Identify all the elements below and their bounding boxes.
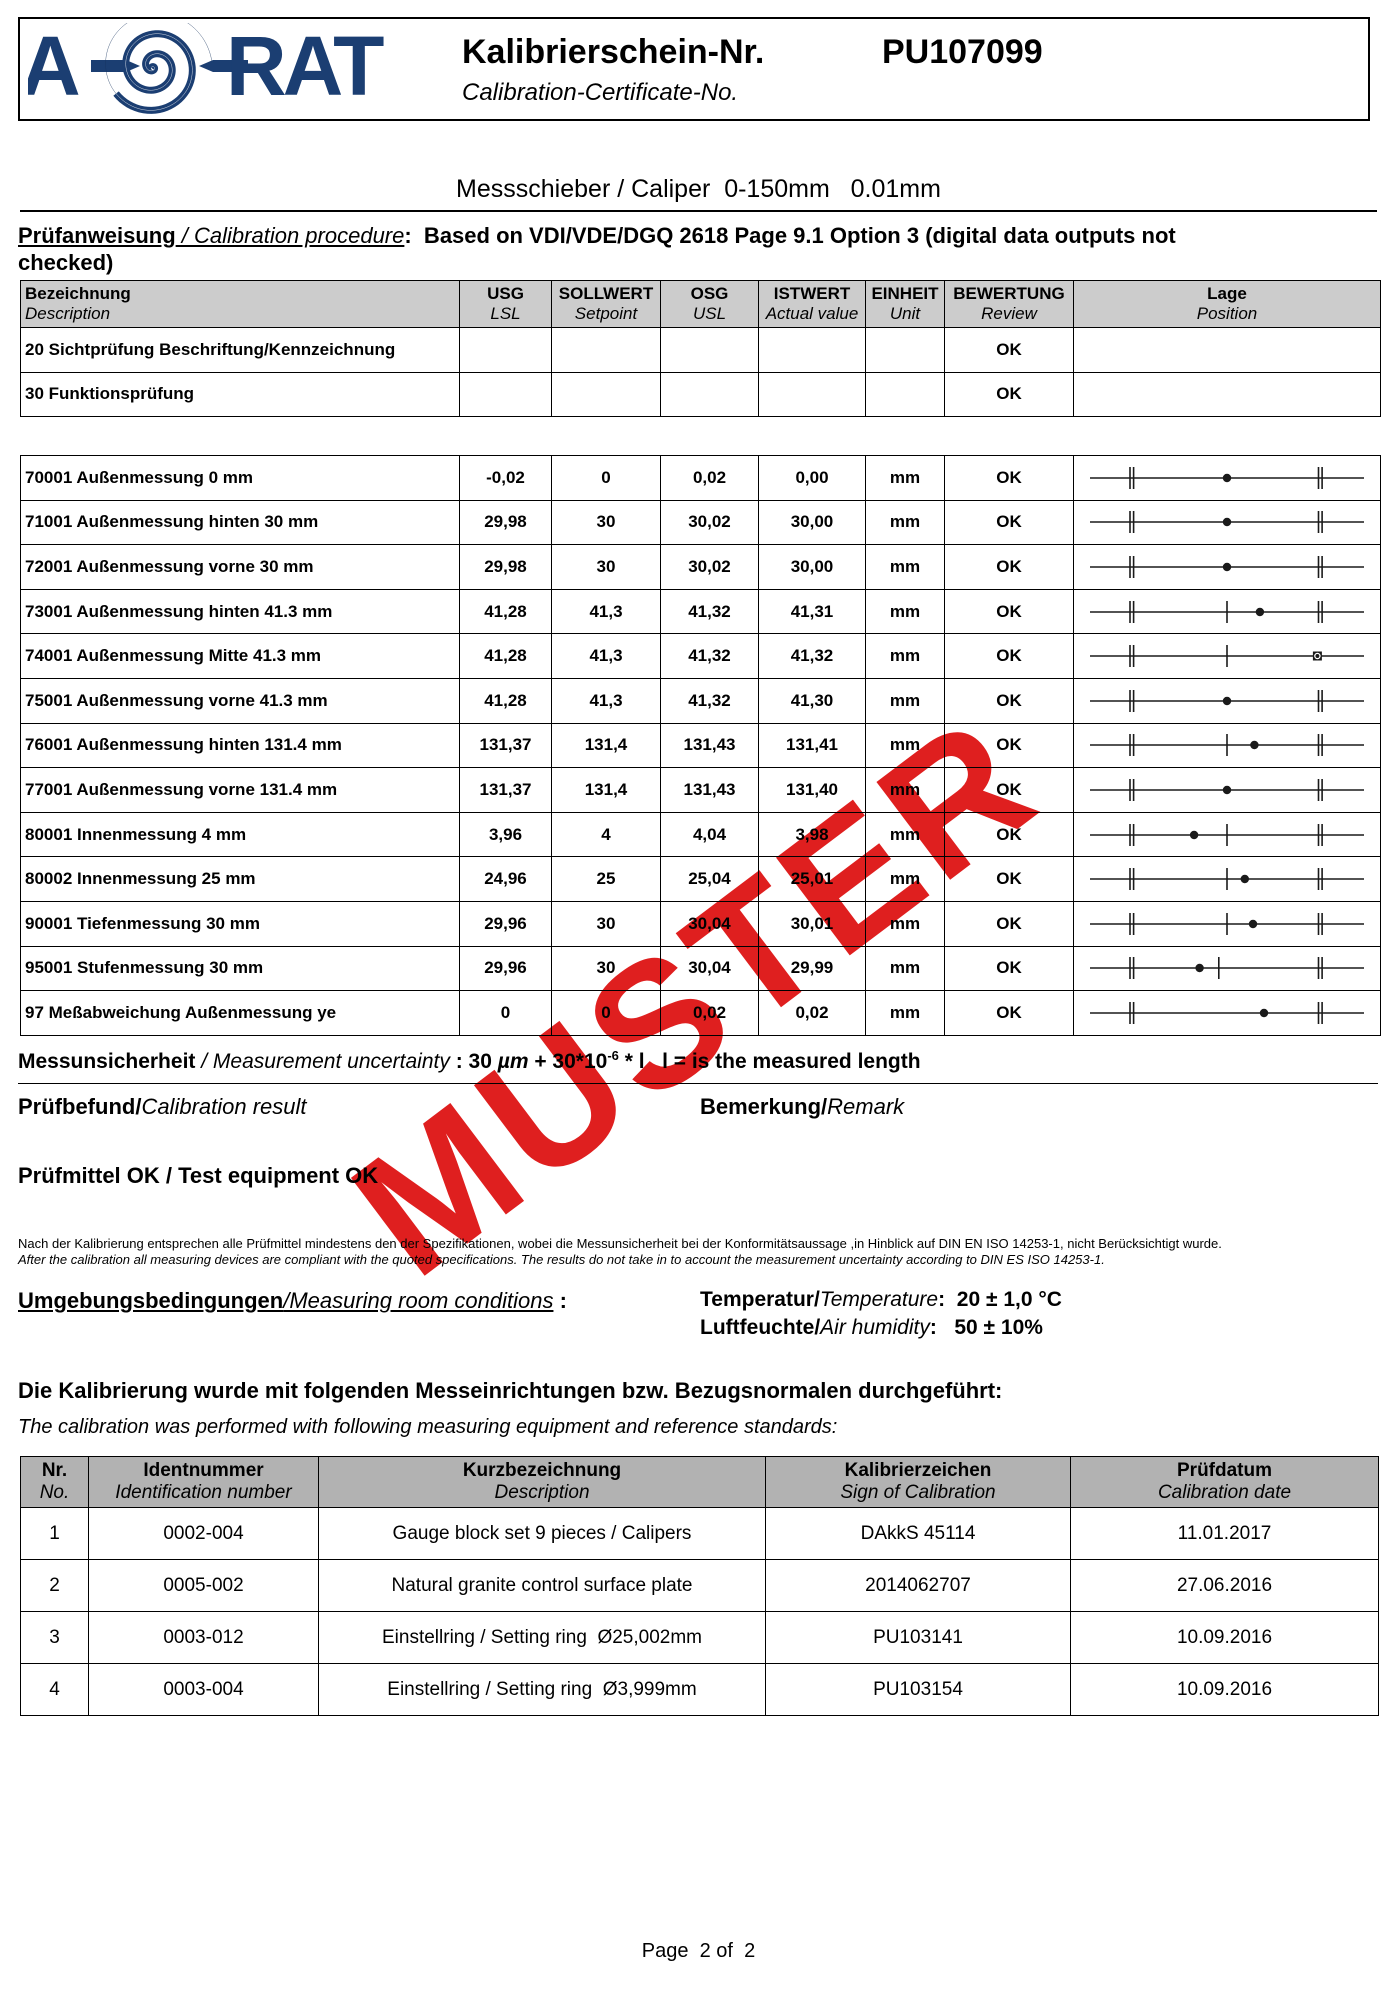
svg-text:RAT: RAT [226,23,384,113]
svg-text:A: A [28,23,79,113]
